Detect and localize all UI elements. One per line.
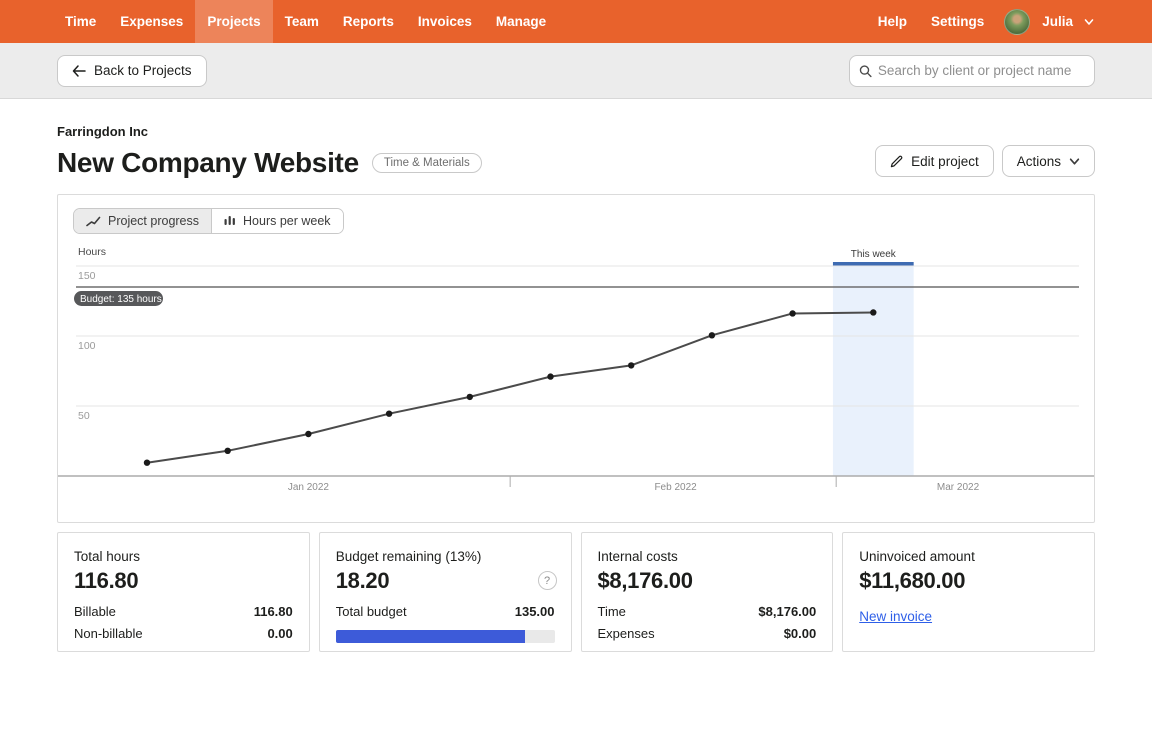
page-title: New Company Website (57, 147, 359, 178)
back-to-projects-button[interactable]: Back to Projects (57, 54, 207, 87)
time-cost-value: $8,176.00 (758, 604, 817, 619)
tab-hours-per-week-label: Hours per week (243, 214, 331, 228)
svg-text:Feb 2022: Feb 2022 (654, 482, 697, 493)
total-budget-label: Total budget (335, 604, 407, 619)
top-nav: Time Expenses Projects Team Reports Invo… (0, 0, 1152, 43)
nav-item-time[interactable]: Time (65, 14, 97, 29)
nav-item-reports[interactable]: Reports (342, 14, 394, 29)
tab-project-progress-label: Project progress (108, 214, 200, 228)
project-progress-chart: This week 50 100 150 Hours Budget: 135 hours J… (58, 246, 1094, 493)
total-hours-card: Total hours 116.80 Billable 116.80 Non-b… (57, 532, 310, 652)
total-budget-value: 135.00 (514, 604, 555, 619)
bar-chart-icon (224, 216, 235, 225)
actions-label: Actions (1016, 153, 1061, 169)
expenses-cost-label: Expenses (597, 626, 655, 641)
new-invoice-link[interactable]: New invoice (859, 609, 933, 624)
nav-item-help[interactable]: Help (877, 14, 907, 29)
user-avatar[interactable] (1004, 8, 1031, 35)
nav-item-projects[interactable]: Projects (195, 0, 273, 43)
svg-text:Jan 2022: Jan 2022 (288, 482, 330, 493)
search-input[interactable] (877, 63, 1085, 78)
back-button-label: Back to Projects (94, 63, 192, 78)
svg-text:Hours: Hours (78, 246, 106, 258)
client-name: Farringdon Inc (57, 124, 148, 139)
chevron-down-icon (1069, 157, 1080, 165)
budget-remaining-label: Budget remaining (13%) (335, 549, 482, 564)
time-cost-label: Time (597, 604, 626, 619)
svg-text:Budget: 135 hours: Budget: 135 hours (80, 294, 162, 305)
nav-item-team[interactable]: Team (284, 14, 319, 29)
tab-hours-per-week[interactable]: Hours per week (211, 209, 343, 233)
nav-item-manage[interactable]: Manage (495, 14, 547, 29)
help-icon[interactable]: ? (537, 571, 557, 590)
page-header: Farringdon Inc New Company Website Time … (0, 99, 1152, 181)
edit-project-label: Edit project (911, 153, 979, 169)
project-type-badge: Time & Materials (371, 153, 482, 173)
billable-value: 116.80 (253, 604, 293, 619)
edit-project-button[interactable]: Edit project (875, 145, 994, 177)
user-name[interactable]: Julia (1042, 14, 1073, 29)
nav-item-settings[interactable]: Settings (930, 14, 985, 29)
non-billable-row: Non-billable 0.00 (74, 626, 293, 642)
expenses-cost-value: $0.00 (783, 626, 817, 641)
back-arrow-icon (72, 64, 86, 77)
header-actions: Edit project Actions (875, 124, 1095, 177)
summary-cards: Total hours 116.80 Billable 116.80 Non-b… (57, 532, 1095, 652)
chevron-down-icon[interactable] (1084, 17, 1094, 27)
non-billable-value: 0.00 (267, 626, 293, 641)
billable-row: Billable 116.80 (74, 604, 293, 620)
svg-text:Mar 2022: Mar 2022 (937, 482, 980, 493)
expenses-cost-row: Expenses $0.00 (598, 626, 817, 642)
project-progress-card: Project progress Hours per week This wee… (57, 194, 1095, 523)
search-box (849, 54, 1095, 87)
svg-text:This week: This week (851, 249, 897, 260)
tab-project-progress[interactable]: Project progress (74, 209, 212, 233)
non-billable-label: Non-billable (74, 626, 143, 641)
budget-remaining-card: Budget remaining (13%) 18.20 ? Total bud… (318, 532, 572, 652)
uninvoiced-amount-value: $11,680.00 (859, 568, 966, 593)
budget-progress-fill (335, 630, 525, 643)
uninvoiced-amount-label: Uninvoiced amount (859, 549, 975, 564)
actions-button[interactable]: Actions (1001, 145, 1095, 177)
uninvoiced-amount-card: Uninvoiced amount $11,680.00 New invoice (842, 532, 1095, 652)
total-budget-row: Total budget 135.00 (336, 604, 555, 620)
nav-item-expenses[interactable]: Expenses (120, 14, 184, 29)
internal-costs-card: Internal costs $8,176.00 Time $8,176.00 … (580, 532, 834, 652)
internal-costs-value: $8,176.00 (597, 568, 693, 593)
nav-right-group: Help Settings Julia (868, 0, 1094, 43)
svg-text:50: 50 (78, 410, 90, 422)
internal-costs-label: Internal costs (597, 549, 678, 564)
line-chart-icon (86, 216, 101, 226)
budget-progress-bar (335, 630, 555, 643)
chart-view-tabs: Project progress Hours per week (73, 208, 344, 234)
budget-remaining-value: 18.20 (335, 568, 390, 593)
total-hours-value: 116.80 (74, 568, 139, 593)
time-cost-row: Time $8,176.00 (598, 604, 817, 620)
svg-text:150: 150 (78, 270, 96, 282)
title-block: Farringdon Inc New Company Website Time … (57, 124, 482, 181)
search-icon (859, 64, 872, 77)
billable-label: Billable (74, 604, 116, 619)
sub-toolbar: Back to Projects (0, 43, 1152, 99)
total-hours-label: Total hours (74, 549, 141, 564)
svg-text:100: 100 (78, 340, 96, 352)
nav-item-invoices[interactable]: Invoices (417, 14, 472, 29)
pencil-icon (890, 155, 903, 167)
